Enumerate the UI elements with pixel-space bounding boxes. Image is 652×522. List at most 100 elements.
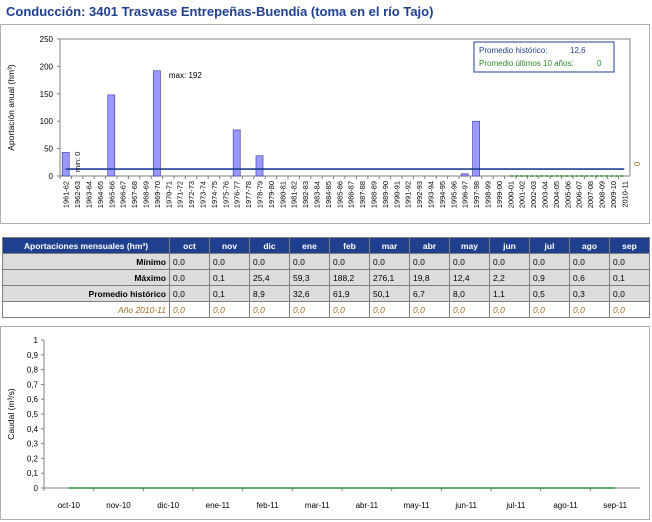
table-cell: 0,1 <box>209 285 250 302</box>
row-label: Mínimo <box>2 253 170 270</box>
table-cell: 50,1 <box>369 285 410 302</box>
y-axis-label: Caudal (m³/s) <box>6 388 16 440</box>
table-cell: 0,0 <box>529 253 570 270</box>
x-tick-label: 1977-78 <box>244 181 253 208</box>
x-tick-label: 1966-67 <box>119 181 128 208</box>
bar <box>61 152 70 177</box>
x-tick-label: oct-10 <box>58 501 81 510</box>
legend-ten-label: Promedio últimos 10 años: <box>479 59 574 68</box>
y-tick-label: 0,4 <box>27 425 39 434</box>
table-cell: 0,0 <box>409 253 450 270</box>
x-tick-label: 1991-92 <box>404 181 413 208</box>
page-title: Conducción: 3401 Trasvase Entrepeñas-Bue… <box>6 4 434 19</box>
table-cell: 0,1 <box>209 269 250 286</box>
x-tick-label: 2010-11 <box>620 181 629 208</box>
table-cell: 8,9 <box>249 285 290 302</box>
x-tick-label: 1992-93 <box>415 181 424 208</box>
x-tick-label: 1998-99 <box>484 181 493 208</box>
table-cell: 0,0 <box>289 253 330 270</box>
table-row: Máximo 0,0 0,1 25,4 59,3 188,2 276,1 19,8 12,4 2,… <box>2 269 650 286</box>
x-tick-label: jul-11 <box>505 501 526 510</box>
x-tick-label: 1983-84 <box>313 181 322 208</box>
x-tick-label: 1968-69 <box>142 181 151 208</box>
x-tick-label: sep-11 <box>603 501 627 510</box>
x-tick-label: 2005-06 <box>563 181 572 208</box>
y-tick-label: 0,1 <box>27 469 39 478</box>
bar <box>255 155 264 177</box>
x-tick-label: 1981-82 <box>290 181 299 208</box>
x-tick-label: 1988-89 <box>370 181 379 208</box>
table-cell: 61,9 <box>329 285 370 302</box>
x-tick-label: 2000-01 <box>506 181 515 208</box>
bar <box>460 173 469 177</box>
x-tick-label: 1964-65 <box>96 181 105 208</box>
row-label: Promedio histórico <box>2 285 170 302</box>
table-cell: 0,1 <box>609 269 650 286</box>
flow-chart-frame <box>0 326 650 520</box>
month-header: may <box>449 237 490 254</box>
x-tick-label: 2002-03 <box>529 181 538 208</box>
row-label: Máximo <box>2 269 170 286</box>
min-annotation: min: 0 <box>73 152 82 172</box>
table-cell: 25,4 <box>249 269 290 286</box>
table-cell: 1,1 <box>489 285 530 302</box>
table-cell: 0,0 <box>209 253 250 270</box>
y-tick-label: 0,3 <box>27 440 39 449</box>
y-tick-label: 100 <box>40 117 54 126</box>
table-header-title: Aportaciones mensuales (hm³) <box>2 237 170 254</box>
table-cell: 0,0 <box>329 301 370 318</box>
bar <box>153 70 161 177</box>
x-tick-label: 1973-74 <box>199 181 208 208</box>
table-cell: 0,0 <box>169 285 210 302</box>
x-tick-label: 1972-73 <box>187 181 196 208</box>
x-tick-label: 1986-87 <box>347 181 356 208</box>
x-tick-label: 2003-04 <box>541 181 550 208</box>
title-bar: Conducción: 3401 Trasvase Entrepeñas-Bue… <box>0 0 652 24</box>
table-cell: 6,7 <box>409 285 450 302</box>
table-cell: 0,0 <box>449 301 490 318</box>
x-tick-label: 1995-96 <box>449 181 458 208</box>
x-tick-label: 1974-75 <box>210 181 219 208</box>
x-tick-label: 1971-72 <box>176 181 185 208</box>
month-header: jun <box>489 237 530 254</box>
table-cell: 0,0 <box>209 301 250 318</box>
monthly-table-wrap: Aportaciones mensuales (hm³) oct nov dic ene… <box>2 237 650 318</box>
y-tick-label: 1 <box>34 336 39 345</box>
x-tick-label: may-11 <box>403 501 430 510</box>
x-tick-label: 1976-77 <box>233 181 242 208</box>
x-tick-label: 1997-98 <box>472 181 481 208</box>
table-cell: 0,0 <box>369 253 410 270</box>
table-cell: 0,0 <box>489 253 530 270</box>
y-tick-label: 200 <box>40 62 54 71</box>
x-tick-label: 1985-86 <box>335 181 344 208</box>
table-cell: 0,0 <box>529 301 570 318</box>
table-cell: 0,0 <box>569 253 610 270</box>
table-cell: 0,0 <box>489 301 530 318</box>
x-tick-label: 1994-95 <box>438 181 447 208</box>
max-annotation: max: 192 <box>169 71 202 80</box>
x-tick-label: 1963-64 <box>85 181 94 208</box>
month-header: dic <box>249 237 290 254</box>
table-cell: 8,0 <box>449 285 490 302</box>
table-cell: 0,0 <box>289 301 330 318</box>
legend-box <box>473 41 615 73</box>
month-header: abr <box>409 237 450 254</box>
x-tick-label: mar-11 <box>305 501 330 510</box>
table-cell: 0,0 <box>169 253 210 270</box>
x-tick-label: 2001-02 <box>518 181 527 208</box>
month-header: feb <box>329 237 370 254</box>
x-tick-label: 2006-07 <box>575 181 584 208</box>
y-tick-label: 250 <box>40 35 54 44</box>
x-tick-label: 1990-91 <box>392 181 401 208</box>
table-cell: 0,5 <box>529 285 570 302</box>
x-tick-label: 1967-68 <box>130 181 139 208</box>
row-label: Año 2010-11 <box>2 301 170 318</box>
x-tick-label: 1962-63 <box>73 181 82 208</box>
table-cell: 0,0 <box>609 285 650 302</box>
y-tick-label: 150 <box>40 90 54 99</box>
y-tick-label: 0 <box>49 172 54 181</box>
x-tick-label: jun-11 <box>454 501 477 510</box>
table-cell: 19,8 <box>409 269 450 286</box>
x-tick-label: 2007-08 <box>586 181 595 208</box>
y-tick-label: 0,2 <box>27 454 39 463</box>
